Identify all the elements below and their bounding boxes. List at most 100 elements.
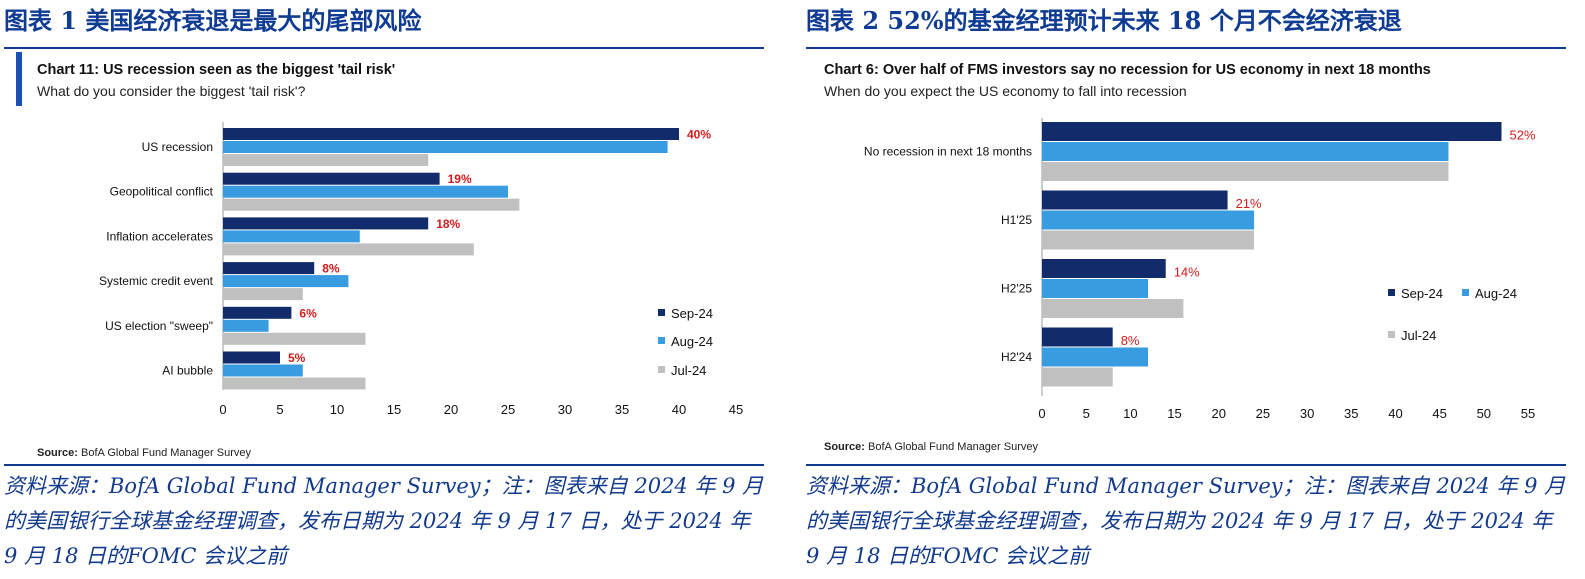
data-label: 52% <box>1509 128 1535 143</box>
chart-subtitle: When do you expect the US economy to fal… <box>824 83 1187 99</box>
chart-title: Chart 6: Over half of FMS investors say … <box>824 62 1431 78</box>
data-label: 8% <box>322 262 340 276</box>
figure-title: 图表 1 美国经济衰退是最大的尾部风险 <box>4 6 422 35</box>
legend-swatch <box>658 309 665 316</box>
x-tick-label: 25 <box>1256 406 1270 421</box>
title-accent-bar <box>16 52 22 106</box>
x-tick-label: 50 <box>1477 406 1491 421</box>
x-tick-label: 15 <box>1167 406 1181 421</box>
category-label: No recession in next 18 months <box>864 145 1032 159</box>
figure-title: 图表 2 52%的基金经理预计未来 18 个月不会经济衰退 <box>806 6 1402 35</box>
bar-aug-24-1 <box>1042 210 1255 230</box>
chart-source: Source: BofA Global Fund Manager Survey <box>37 447 252 459</box>
bar-jul-24-3 <box>223 288 303 301</box>
legend-swatch <box>1388 289 1395 296</box>
x-tick-label: 40 <box>1388 406 1402 421</box>
category-label: AI bubble <box>162 364 213 378</box>
data-label: 5% <box>288 351 306 365</box>
bar-aug-24-1 <box>223 185 508 198</box>
bar-jul-24-4 <box>223 332 366 345</box>
title-rule <box>806 47 1566 49</box>
x-tick-label: 10 <box>330 402 344 417</box>
bar-aug-24-0 <box>223 141 668 153</box>
x-tick-label: 0 <box>1038 406 1045 421</box>
data-label: 14% <box>1174 265 1200 280</box>
bar-aug-24-4 <box>223 319 269 332</box>
legend-label: Jul-24 <box>671 363 706 378</box>
x-tick-label: 20 <box>444 402 458 417</box>
chart-subtitle: What do you consider the biggest 'tail r… <box>37 83 306 99</box>
x-tick-label: 30 <box>558 402 572 417</box>
bar-aug-24-5 <box>223 364 303 377</box>
source-note: 资料来源：BofA Global Fund Manager Survey；注：图… <box>806 474 1566 568</box>
data-label: 18% <box>436 217 460 231</box>
bar-jul-24-2 <box>223 243 474 256</box>
bar-chart-recession-timing: Chart 6: Over half of FMS investors say … <box>824 62 1536 453</box>
bar-sep-24-5 <box>223 351 280 364</box>
x-tick-label: 30 <box>1300 406 1314 421</box>
bar-aug-24-3 <box>1042 347 1149 367</box>
figure-panel-1: 图表 1 美国经济衰退是最大的尾部风险 Chart 11: US recessi… <box>4 0 764 579</box>
bar-sep-24-1 <box>1042 190 1228 210</box>
x-tick-label: 40 <box>672 402 686 417</box>
chart-source: Source: BofA Global Fund Manager Survey <box>824 441 1039 453</box>
bar-aug-24-2 <box>223 230 360 243</box>
source-label: Source: <box>824 441 868 453</box>
bar-jul-24-0 <box>1042 162 1449 181</box>
bar-aug-24-3 <box>223 275 349 288</box>
x-tick-label: 0 <box>219 402 226 417</box>
bar-jul-24-0 <box>223 154 429 166</box>
x-tick-label: 55 <box>1521 406 1535 421</box>
x-tick-label: 10 <box>1123 406 1137 421</box>
x-tick-label: 35 <box>1344 406 1358 421</box>
bar-jul-24-1 <box>223 198 520 211</box>
chart-title: Chart 11: US recession seen as the bigge… <box>37 62 395 78</box>
legend-label: Jul-24 <box>1401 328 1436 343</box>
category-label: Systemic credit event <box>99 274 214 288</box>
x-tick-label: 5 <box>1083 406 1090 421</box>
category-label: H2'25 <box>1001 282 1032 296</box>
x-tick-label: 45 <box>729 402 743 417</box>
bar-sep-24-1 <box>223 172 440 185</box>
bar-jul-24-1 <box>1042 230 1255 250</box>
source-note: 资料来源：BofA Global Fund Manager Survey；注：图… <box>4 474 764 568</box>
bar-jul-24-2 <box>1042 299 1184 318</box>
legend-label: Sep-24 <box>1401 286 1443 301</box>
bar-jul-24-5 <box>223 377 366 390</box>
bar-sep-24-0 <box>1042 122 1502 141</box>
title-rule <box>4 47 764 49</box>
bar-aug-24-0 <box>1042 142 1449 161</box>
x-tick-label: 5 <box>276 402 283 417</box>
category-label: Inflation accelerates <box>106 229 213 243</box>
category-label: US recession <box>142 140 213 154</box>
x-tick-label: 45 <box>1432 406 1446 421</box>
x-tick-label: 20 <box>1211 406 1225 421</box>
source-label: Source: <box>37 447 81 459</box>
x-tick-label: 15 <box>387 402 401 417</box>
note-rule <box>4 464 764 466</box>
legend-label: Aug-24 <box>1475 286 1517 301</box>
bar-sep-24-0 <box>223 128 679 140</box>
category-label: US election "sweep" <box>105 319 213 333</box>
bar-jul-24-3 <box>1042 367 1113 387</box>
category-label: H2'24 <box>1001 350 1032 364</box>
legend-swatch <box>658 337 665 344</box>
category-label: Geopolitical conflict <box>110 185 214 199</box>
bar-sep-24-2 <box>1042 259 1166 278</box>
data-label: 40% <box>687 128 711 142</box>
category-label: H1'25 <box>1001 213 1032 227</box>
bar-chart-tail-risk: Chart 11: US recession seen as the bigge… <box>16 52 743 459</box>
data-label: 6% <box>299 306 317 320</box>
legend-swatch <box>658 366 665 373</box>
legend-label: Sep-24 <box>671 306 713 321</box>
bar-sep-24-2 <box>223 217 429 230</box>
source-text: BofA Global Fund Manager Survey <box>81 447 251 459</box>
bar-aug-24-2 <box>1042 279 1149 298</box>
x-tick-label: 25 <box>501 402 515 417</box>
bar-sep-24-3 <box>223 262 315 275</box>
data-label: 8% <box>1121 333 1140 348</box>
data-label: 21% <box>1236 196 1262 211</box>
legend-label: Aug-24 <box>671 334 713 349</box>
bar-sep-24-4 <box>223 306 292 319</box>
data-label: 19% <box>448 172 472 186</box>
